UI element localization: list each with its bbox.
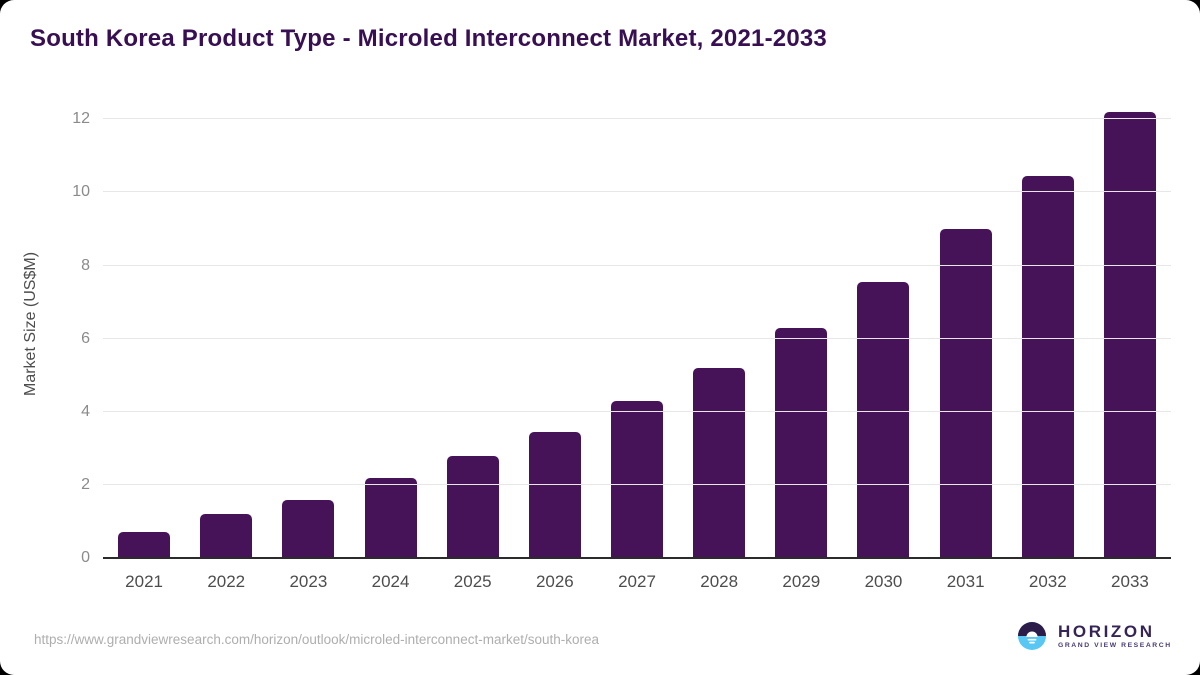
x-tick-label-2021: 2021 bbox=[125, 572, 163, 591]
bar-2026 bbox=[528, 431, 581, 558]
bar-band-2026 bbox=[514, 90, 596, 558]
y-tick-label-12: 12 bbox=[72, 110, 90, 128]
gridline-y-6 bbox=[103, 337, 1171, 339]
y-axis-title: Market Size (US$M) bbox=[22, 251, 39, 397]
x-tick-label-2031: 2031 bbox=[946, 572, 985, 591]
logo-subtitle: GRAND VIEW RESEARCH bbox=[1058, 641, 1172, 649]
x-tick-label-2033: 2033 bbox=[1111, 572, 1149, 591]
bar-band-2024 bbox=[349, 90, 431, 558]
logo-name: HORIZON bbox=[1058, 621, 1155, 641]
gridline-y-10 bbox=[103, 191, 1171, 193]
x-tick-label-2024: 2024 bbox=[371, 572, 410, 591]
bar-band-2029 bbox=[760, 90, 842, 558]
bar-2032 bbox=[1021, 175, 1074, 558]
x-tick-label-2022: 2022 bbox=[207, 572, 246, 591]
source-url: https://www.grandviewresearch.com/horizo… bbox=[34, 632, 599, 647]
bar-2029 bbox=[775, 327, 828, 558]
x-axis-line bbox=[103, 557, 1171, 559]
bar-2023 bbox=[282, 499, 335, 558]
bar-band-2021 bbox=[103, 90, 185, 558]
bar-band-2028 bbox=[678, 90, 760, 558]
x-tick-label-2030: 2030 bbox=[864, 572, 903, 591]
y-tick-label-8: 8 bbox=[81, 256, 90, 274]
x-tick-label-2029: 2029 bbox=[782, 572, 821, 591]
y-tick-label-10: 10 bbox=[72, 183, 90, 201]
bar-band-2032 bbox=[1007, 90, 1089, 558]
gridline-y-2 bbox=[103, 483, 1171, 485]
bar-band-2025 bbox=[432, 90, 514, 558]
bar-2031 bbox=[939, 228, 992, 558]
horizon-sun-icon bbox=[1018, 622, 1046, 650]
gridline-y-4 bbox=[103, 410, 1171, 412]
bar-band-2022 bbox=[185, 90, 267, 558]
gridline-y-8 bbox=[103, 264, 1171, 266]
bar-band-2030 bbox=[842, 90, 924, 558]
plot-area: 0 2 4 6 8 10 12 bbox=[72, 90, 1171, 566]
x-tick-label-2026: 2026 bbox=[535, 572, 574, 591]
gridline-y-12 bbox=[103, 118, 1171, 120]
bar-2030 bbox=[857, 281, 910, 558]
x-tick-label-2032: 2032 bbox=[1028, 572, 1067, 591]
x-tick-label-2023: 2023 bbox=[289, 572, 328, 591]
bar-2024 bbox=[364, 477, 417, 558]
chart-title: South Korea Product Type - Microled Inte… bbox=[30, 25, 827, 52]
bar-2025 bbox=[446, 455, 499, 558]
bars-row bbox=[103, 90, 1171, 558]
bar-2022 bbox=[200, 514, 253, 558]
x-axis-labels: 2021 2022 2023 2024 2025 2026 2027 2028 2029 2030… bbox=[103, 572, 1171, 592]
bar-2027 bbox=[611, 400, 664, 558]
y-tick-label-4: 4 bbox=[81, 402, 90, 420]
bar-2028 bbox=[693, 367, 746, 558]
y-tick-label-6: 6 bbox=[81, 329, 90, 347]
bar-band-2031 bbox=[925, 90, 1007, 558]
x-tick-label-2028: 2028 bbox=[700, 572, 739, 591]
y-tick-label-2: 2 bbox=[81, 475, 90, 493]
x-tick-label-2025: 2025 bbox=[453, 572, 492, 591]
logo-text: HORIZON GRAND VIEW RESEARCH bbox=[1058, 623, 1172, 650]
bar-band-2023 bbox=[267, 90, 349, 558]
x-tick-label-2027: 2027 bbox=[618, 572, 656, 591]
bar-band-2027 bbox=[596, 90, 678, 558]
bar-2033 bbox=[1103, 111, 1156, 558]
bar-band-2033 bbox=[1089, 90, 1171, 558]
y-tick-label-0: 0 bbox=[81, 549, 90, 566]
horizon-logo: HORIZON GRAND VIEW RESEARCH bbox=[1018, 622, 1172, 650]
bar-2021 bbox=[118, 532, 171, 558]
